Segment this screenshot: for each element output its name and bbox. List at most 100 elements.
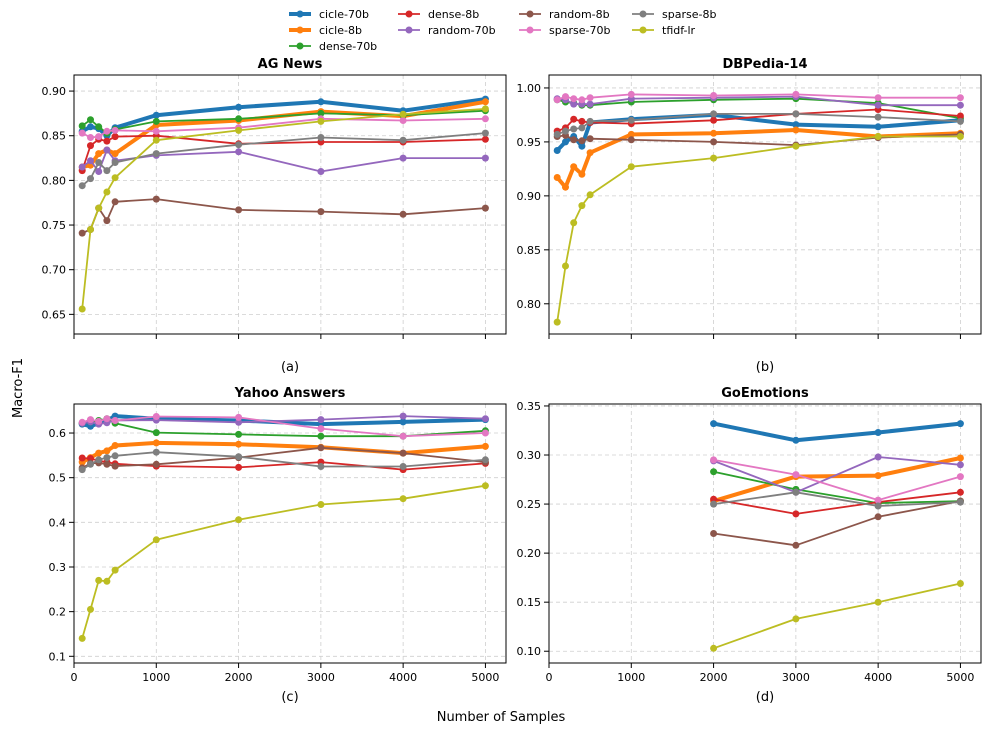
x-tick-label: 3000 — [782, 671, 810, 684]
x-tick-label: 5000 — [471, 671, 499, 684]
data-point-random-8b — [481, 204, 489, 212]
data-point-dense-8b — [103, 137, 111, 145]
data-point-sparse-70b — [570, 95, 578, 103]
data-point-random-70b — [399, 154, 407, 162]
data-point-random-70b — [87, 157, 94, 165]
data-point-cicle-8b — [570, 163, 578, 171]
x-tick-label: 1000 — [142, 671, 170, 684]
data-point-sparse-70b — [956, 473, 964, 481]
data-point-tfidf-lr — [627, 163, 635, 171]
panel-4: 0 1000 2000 3000 4000 5000 0.10 0.15 0.20 0.25 0.3… — [517, 386, 982, 705]
data-point-sparse-70b — [586, 94, 594, 102]
legend-swatch-marker — [296, 26, 304, 34]
data-point-random-8b — [317, 208, 325, 216]
data-point-random-70b — [956, 461, 964, 469]
data-point-random-70b — [399, 412, 407, 420]
data-point-sparse-8b — [235, 141, 243, 149]
series-line-cicle-70b — [80, 97, 488, 138]
data-point-sparse-70b — [95, 417, 103, 425]
data-point-sparse-70b — [562, 93, 569, 101]
data-point-tfidf-lr — [103, 188, 111, 196]
panel-sublabel: (c) — [281, 690, 298, 705]
legend-entry-cicle-70b: cicle-70b — [289, 8, 369, 21]
legend-label: tfidf-lr — [662, 24, 696, 37]
data-point-cicle-8b — [103, 447, 111, 455]
data-point-sparse-8b — [152, 448, 160, 456]
data-point-random-8b — [710, 138, 718, 146]
data-point-sparse-70b — [553, 96, 561, 104]
legend-swatch-marker — [405, 10, 413, 18]
legend-entry-cicle-8b: cicle-8b — [289, 24, 362, 37]
series-sparse-8b — [710, 488, 964, 510]
series-line-dense-70b — [556, 97, 962, 120]
data-point-tfidf-lr — [874, 598, 882, 606]
data-point-tfidf-lr — [317, 501, 325, 508]
data-point-random-8b — [111, 462, 119, 470]
data-point-random-8b — [152, 460, 160, 468]
data-point-cicle-8b — [586, 149, 594, 157]
x-axis-label: Number of Samples — [437, 710, 566, 725]
data-point-cicle-8b — [562, 183, 569, 191]
x-tick-label: 3000 — [307, 671, 335, 684]
panel-title: GoEmotions — [721, 386, 809, 401]
series-cicle-70b — [710, 420, 964, 444]
y-tick-label: 1.00 — [517, 82, 542, 95]
data-point-tfidf-lr — [103, 577, 111, 585]
data-point-sparse-8b — [578, 124, 586, 132]
data-point-random-8b — [152, 195, 160, 203]
data-point-dense-8b — [956, 112, 964, 120]
data-point-random-70b — [481, 415, 489, 423]
data-point-random-8b — [627, 136, 635, 144]
data-point-random-8b — [874, 513, 882, 521]
data-point-sparse-70b — [710, 92, 718, 99]
data-point-random-70b — [235, 418, 243, 426]
legend-entry-dense-70b: dense-70b — [289, 40, 377, 53]
series-sparse-70b — [553, 90, 964, 104]
data-point-tfidf-lr — [570, 219, 578, 227]
data-point-sparse-8b — [481, 129, 489, 137]
data-point-dense-8b — [235, 463, 243, 471]
data-point-dense-8b — [111, 133, 119, 141]
data-point-tfidf-lr — [710, 154, 718, 162]
legend-label: sparse-8b — [662, 8, 716, 21]
series-line-cicle-70b — [80, 414, 488, 429]
y-tick-label: 0.25 — [517, 498, 542, 511]
series-line-random-70b — [556, 95, 962, 107]
y-tick-label: 0.85 — [517, 244, 542, 257]
series-random-8b — [78, 195, 489, 237]
data-point-dense-70b — [152, 117, 160, 125]
series-sparse-8b — [78, 448, 489, 474]
data-point-random-8b — [570, 136, 578, 144]
data-point-sparse-8b — [792, 488, 800, 496]
data-point-random-8b — [103, 460, 111, 468]
legend-swatch-marker — [526, 26, 534, 34]
data-point-cicle-8b — [874, 472, 882, 480]
legend-label: cicle-70b — [319, 8, 369, 21]
plot-frame — [548, 74, 982, 335]
data-point-cicle-70b — [792, 436, 800, 444]
legend-label: dense-70b — [319, 40, 377, 53]
data-point-random-70b — [78, 163, 86, 171]
data-point-random-70b — [874, 453, 882, 461]
data-point-sparse-70b — [481, 429, 489, 437]
data-point-sparse-70b — [111, 417, 119, 424]
series-line-cicle-8b — [711, 456, 963, 504]
data-point-sparse-8b — [399, 136, 407, 144]
y-tick-label: 0.15 — [517, 596, 542, 609]
data-point-sparse-8b — [111, 452, 119, 460]
y-tick-label: 0.35 — [517, 400, 542, 413]
legend-entry-random-70b: random-70b — [398, 24, 496, 37]
data-point-sparse-70b — [111, 126, 119, 134]
data-point-sparse-8b — [553, 130, 561, 138]
data-point-cicle-8b — [710, 129, 718, 137]
data-point-sparse-70b — [956, 94, 964, 102]
legend-entry-sparse-8b: sparse-8b — [632, 8, 716, 21]
data-point-sparse-70b — [103, 415, 111, 423]
y-tick-label: 0.95 — [517, 136, 542, 149]
legend-swatch-marker — [526, 10, 534, 18]
panel-sublabel: (d) — [756, 690, 774, 705]
data-point-sparse-8b — [111, 159, 119, 166]
data-point-random-8b — [578, 137, 586, 145]
